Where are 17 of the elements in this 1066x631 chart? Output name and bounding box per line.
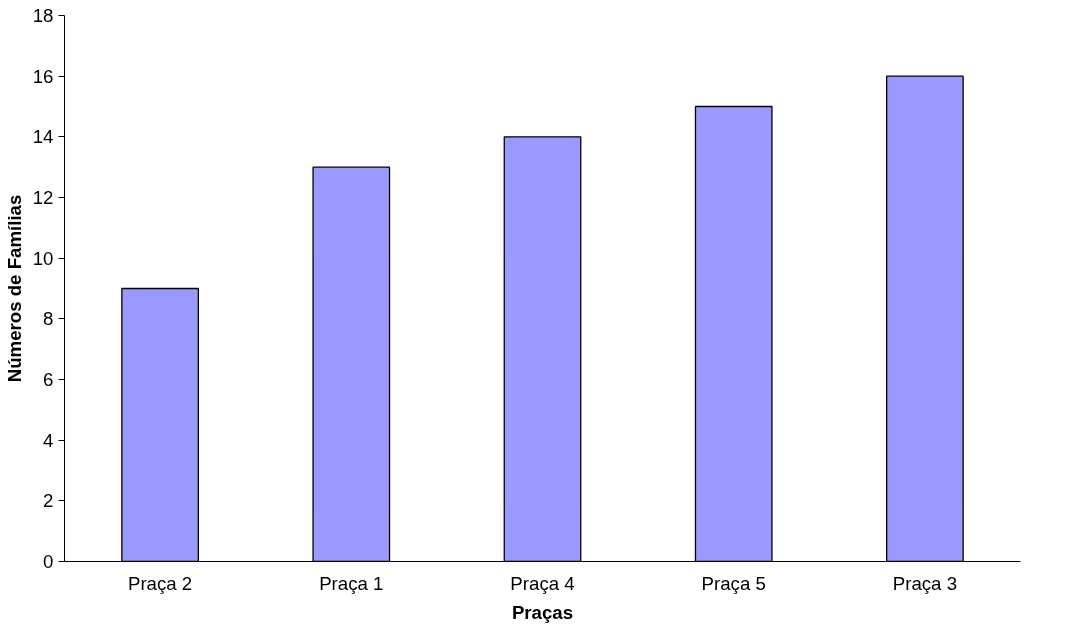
y-tick-label: 0 [43, 551, 54, 572]
y-tick-label: 10 [32, 247, 54, 269]
y-tick-label: 2 [43, 490, 54, 512]
x-tick-label: Praça 5 [701, 572, 766, 594]
y-tick-label: 18 [32, 5, 54, 26]
x-tick-label: Praça 1 [319, 572, 384, 594]
x-tick-label: Praça 4 [510, 572, 575, 594]
y-tick-label: 16 [32, 65, 54, 87]
x-axis-title: Praças [511, 601, 574, 623]
y-tick-label: 14 [32, 126, 54, 148]
y-tick-label: 12 [32, 187, 54, 208]
y-tick-label: 4 [43, 429, 54, 451]
y-tick-label: 6 [43, 369, 54, 390]
x-tick-label: Praça 3 [892, 572, 958, 594]
x-tick-label: Praça 2 [127, 572, 193, 594]
y-axis-title: Números de Famílias [3, 194, 25, 383]
y-tick-label: 8 [43, 308, 54, 330]
